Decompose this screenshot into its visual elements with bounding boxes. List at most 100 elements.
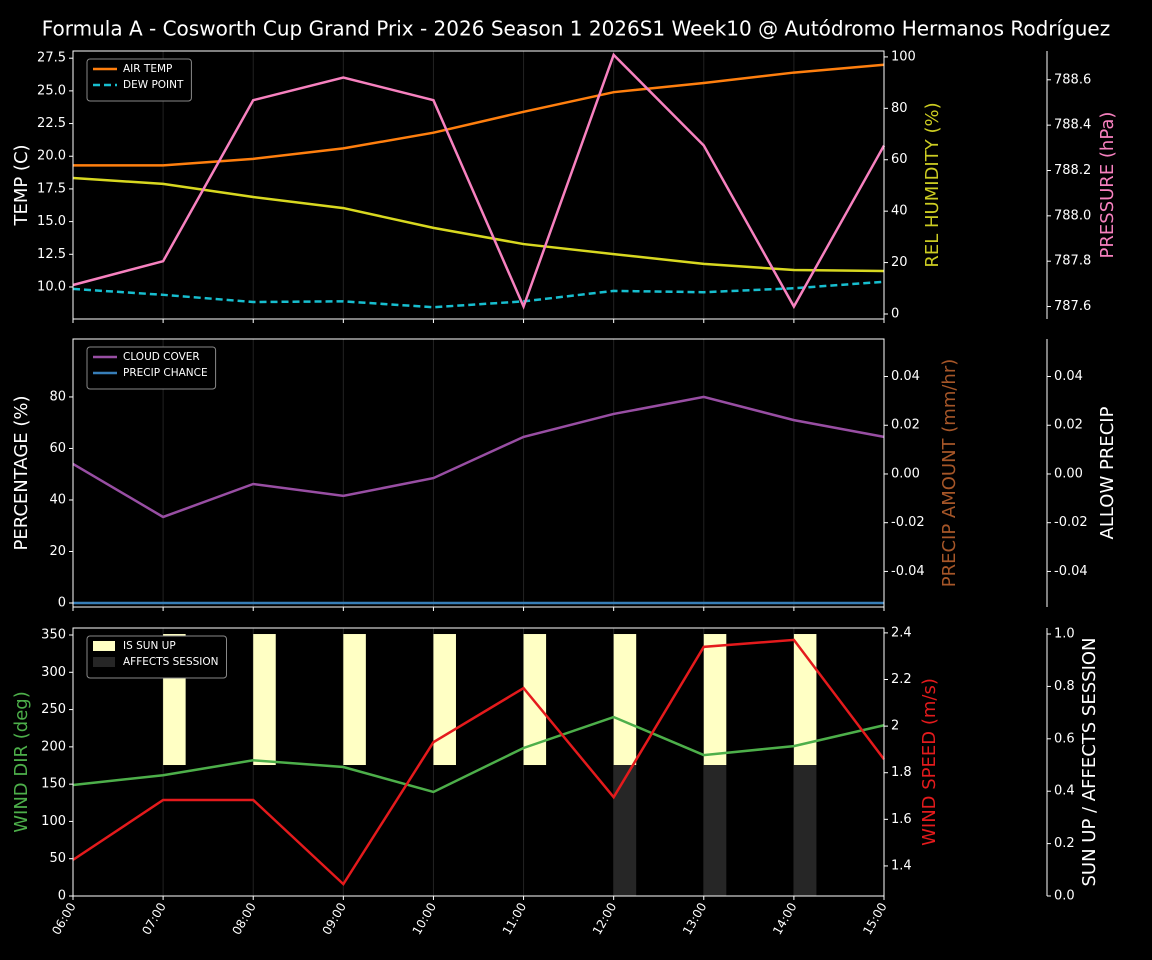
tick-label: 20.0 [37,149,66,164]
tick-label: 60 [891,152,908,167]
tick-label: 1.8 [891,765,912,780]
x-tick-label: 07:00 [139,900,168,937]
x-tick-label: 09:00 [320,900,349,937]
tick-label: 0.04 [1054,369,1083,384]
tick-label: 15.0 [37,214,66,229]
tick-label: 0.04 [891,369,920,384]
tick-label: 80 [891,101,908,116]
axis-label: WIND SPEED (m/s) [919,678,940,846]
axis-label: PRECIP AMOUNT (mm/hr) [939,359,960,588]
tick-label: 22.5 [37,116,66,131]
legend-label: AIR TEMP [123,63,172,75]
tick-label: -0.04 [891,564,925,579]
tick-label: 1.0 [1054,627,1075,642]
line [72,715,885,794]
tick-label: 2 [891,719,899,734]
tick-label: 25.0 [37,83,66,98]
tick-label: -0.02 [1054,515,1088,530]
tick-label: 20 [49,544,66,559]
tick-label: 2.2 [891,672,912,687]
tick-label: 788.4 [1054,118,1091,133]
legend: IS SUN UP AFFECTS SESSION [86,635,227,679]
legend-label: DEW POINT [123,79,184,91]
tick-label: 350 [41,628,66,643]
axis-label: WIND DIR (deg) [11,691,32,833]
legend-box [86,346,217,390]
bar [793,765,817,896]
x-tick-label: 08:00 [229,900,258,937]
tick-label: 100 [891,49,916,64]
x-tick-label: 06:00 [49,900,78,937]
tick-label: 0.0 [1054,889,1075,904]
legend-label: CLOUD COVER [123,351,200,363]
tick-label: 40 [49,492,66,507]
line [72,52,886,310]
tick-label: 0.00 [891,466,920,481]
legend-box [86,635,227,679]
tick-label: -0.02 [891,515,925,530]
tick-label: 0 [58,596,66,611]
x-tick-label: 12:00 [590,900,619,937]
tick-label: 80 [49,389,66,404]
tick-label: 0.2 [1054,836,1075,851]
bar [253,634,276,766]
legend-label: PRECIP CHANCE [123,367,208,379]
plot-frame [72,338,885,608]
tick-label: 0.8 [1054,679,1075,694]
bar [343,634,366,766]
x-tick-label: 14:00 [770,900,799,937]
axis-label: PERCENTAGE (%) [11,395,32,550]
tick-label: 788.2 [1054,163,1091,178]
tick-label: 1.4 [891,858,912,873]
legend-label: IS SUN UP [123,640,176,652]
bar [433,634,456,766]
tick-label: -0.04 [1054,564,1088,579]
line [72,280,885,309]
tick-label: 60 [49,441,66,456]
tick-label: 100 [41,814,66,829]
tick-label: 12.5 [37,247,66,262]
tick-label: 200 [41,739,66,754]
tick-label: 0.02 [1054,418,1083,433]
x-tick-label: 11:00 [500,900,529,937]
chart-title: Formula A - Cosworth Cup Grand Prix - 20… [42,17,1110,41]
tick-label: 787.8 [1054,254,1091,269]
line [72,176,885,273]
line [72,638,885,887]
legend-label: AFFECTS SESSION [123,656,219,668]
tick-label: 0.02 [891,418,920,433]
tick-label: 20 [891,255,908,270]
bar [703,634,727,766]
legend-swatch [93,657,115,667]
tick-label: 0.00 [1054,466,1083,481]
tick-label: 40 [891,204,908,219]
tick-label: 788.0 [1054,208,1091,223]
x-tick-label: 10:00 [410,900,439,937]
plot-frame [72,50,885,320]
plot-frame [72,627,885,897]
x-tick-label: 15:00 [860,900,889,937]
tick-label: 250 [41,702,66,717]
legend: AIR TEMP DEW POINT [86,58,192,102]
tick-label: 0.6 [1054,731,1075,746]
tick-label: 0 [891,306,899,321]
tick-label: 787.6 [1054,299,1091,314]
line [72,395,885,519]
tick-label: 300 [41,665,66,680]
tick-label: 0.4 [1054,784,1075,799]
tick-label: 50 [49,851,66,866]
x-tick-label: 13:00 [680,900,709,937]
tick-label: 150 [41,777,66,792]
tick-label: 0 [58,889,66,904]
bar [613,765,637,896]
axis-label: PRESSURE (hPa) [1097,112,1118,259]
tick-label: 1.6 [891,812,912,827]
axis-label: ALLOW PRECIP [1097,406,1118,539]
bar [703,765,727,896]
axis-label: REL HUMIDITY (%) [922,102,943,267]
line [73,63,885,167]
tick-label: 788.6 [1054,72,1091,87]
bar [613,634,637,766]
tick-label: 10.0 [37,279,66,294]
axis-label: TEMP (C) [11,144,32,226]
